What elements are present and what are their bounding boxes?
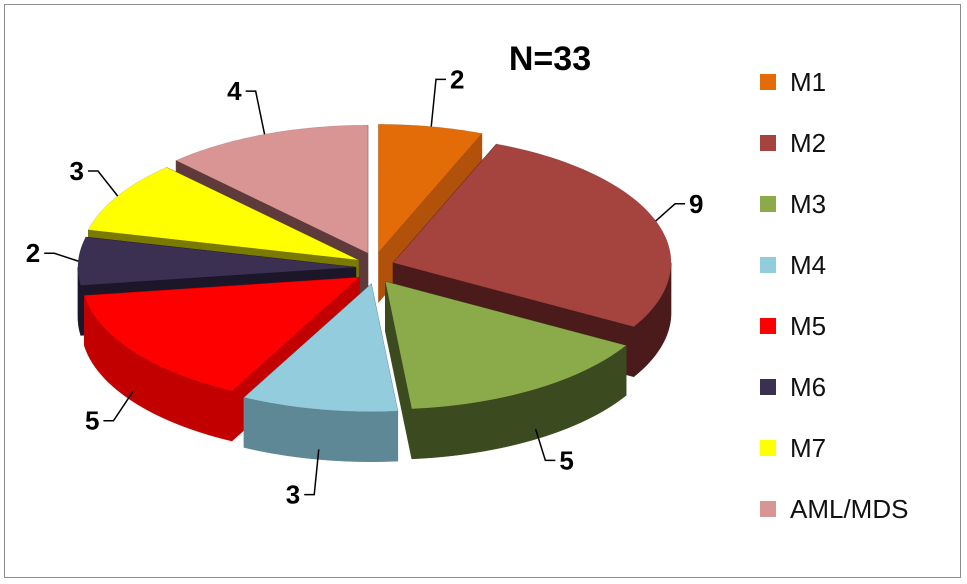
legend-item-m1: M1 — [760, 62, 826, 102]
legend-label-m6: M6 — [790, 371, 827, 402]
data-label-m4: 3 — [286, 480, 300, 510]
legend-item-aml-mds: AML/MDS — [760, 489, 908, 529]
leader-line-m2 — [655, 203, 686, 222]
data-label-aml-mds: 4 — [227, 76, 242, 106]
legend-swatch-m5 — [760, 318, 776, 334]
legend-item-m3: M3 — [760, 184, 826, 224]
data-label-m3: 5 — [559, 445, 573, 475]
leader-line-m6 — [44, 252, 79, 262]
slice-top-m4 — [243, 283, 399, 413]
legend-swatch-m4 — [760, 257, 776, 273]
leader-line-m1 — [430, 78, 446, 127]
data-label-m5: 5 — [85, 406, 99, 436]
legend-item-m5: M5 — [760, 306, 826, 346]
legend-item-m2: M2 — [760, 123, 826, 163]
legend-item-m6: M6 — [760, 367, 826, 407]
legend-swatch-m3 — [760, 196, 776, 212]
leader-line-m5 — [103, 391, 134, 422]
slice-rim-m4 — [243, 397, 399, 462]
data-label-m7: 3 — [69, 156, 83, 186]
pie-slice-m3 — [384, 281, 627, 460]
legend-swatch-aml-mds — [760, 501, 776, 517]
legend-swatch-m2 — [760, 135, 776, 151]
legend-label-m1: M1 — [790, 66, 827, 97]
legend-item-m7: M7 — [760, 428, 826, 468]
legend-swatch-m7 — [760, 440, 776, 456]
slice-top-m5 — [83, 276, 361, 392]
slice-top-aml-mds — [175, 124, 369, 254]
legend-swatch-m6 — [760, 379, 776, 395]
legend-label-m3: M3 — [790, 188, 827, 219]
slice-top-m3 — [384, 281, 627, 410]
legend-swatch-m1 — [760, 74, 776, 90]
slice-rim-m2 — [633, 262, 672, 378]
data-label-m6: 2 — [26, 238, 40, 268]
legend-label-m7: M7 — [790, 432, 827, 463]
legend-label-m4: M4 — [790, 249, 827, 280]
legend-label-m2: M2 — [790, 127, 827, 158]
leader-line-m4 — [304, 449, 320, 496]
legend-label-aml-mds: AML/MDS — [790, 493, 909, 524]
leader-line-aml-mds — [245, 90, 266, 135]
leader-line-m7 — [87, 170, 119, 197]
data-label-m1: 2 — [450, 64, 464, 94]
legend-label-m5: M5 — [790, 310, 827, 341]
pie-slice-m4 — [243, 283, 399, 462]
data-label-m2: 9 — [689, 189, 703, 219]
chart-title: N=33 — [508, 40, 592, 78]
leader-line-m3 — [534, 428, 556, 462]
slice-rim-m6 — [77, 267, 81, 336]
legend-item-m4: M4 — [760, 245, 826, 285]
